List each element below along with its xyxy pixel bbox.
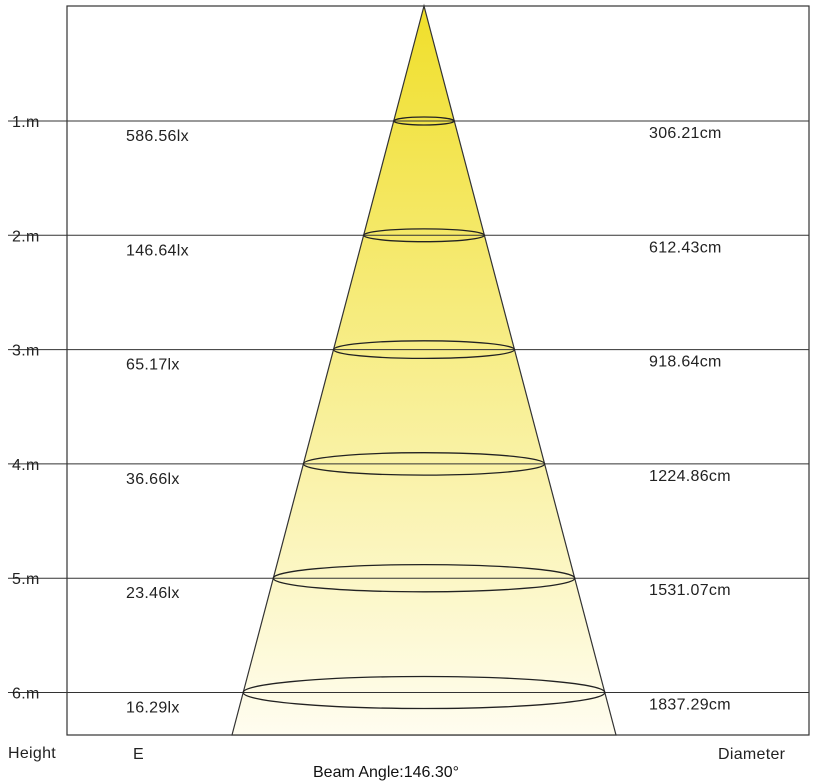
beam-ring [362,228,486,243]
illuminance-label: 146.64lx [126,242,189,259]
beam-ring [302,452,546,476]
height-label: 3.m [12,343,40,360]
height-label: 4.m [12,457,40,474]
beam-rings [242,116,606,710]
beam-ring [393,116,455,126]
illuminance-label: 36.66lx [126,471,180,488]
illuminance-label: 586.56lx [126,128,189,145]
illuminance-column-label: E [133,746,144,763]
height-label: 6.m [12,686,40,703]
illuminance-label: 65.17lx [126,357,180,374]
height-lines [8,120,809,693]
diameter-label: 306.21cm [649,125,722,142]
beam-ring [242,675,606,710]
diameter-label: 1224.86cm [649,468,731,485]
height-label: 5.m [12,571,40,588]
diameter-label: 1531.07cm [649,582,731,599]
height-label: 2.m [12,228,40,245]
beam-ring [332,340,516,360]
diameter-label: 918.64cm [649,354,722,371]
illuminance-label: 16.29lx [126,700,180,717]
beam-ring [272,563,576,593]
diameter-column-label: Diameter [718,746,786,763]
height-column-label: Height [8,745,56,762]
diameter-label: 612.43cm [649,239,722,256]
height-label: 1.m [12,114,40,131]
beam-angle-caption: Beam Angle:146.30° [313,764,459,781]
light-cone [231,3,617,736]
illuminance-label: 23.46lx [126,585,180,602]
row-labels: 1.m 586.56lx 306.21cm 2.m 146.64lx 612.43cm 3.… [12,114,731,717]
diameter-label: 1837.29cm [649,697,731,714]
